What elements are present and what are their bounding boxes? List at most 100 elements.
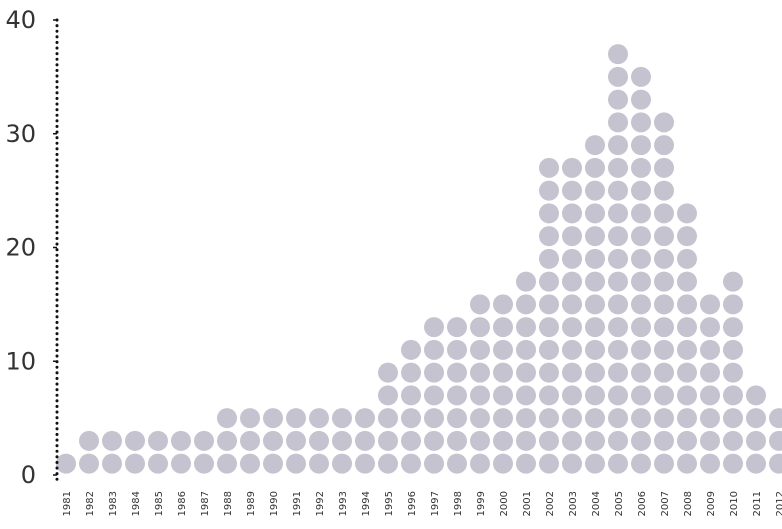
dot-2007-8 (654, 294, 674, 315)
dot-1996-3 (401, 408, 421, 429)
dot-2010-2 (723, 430, 743, 451)
dot-2003-10 (562, 248, 582, 269)
dot-column-1986 (171, 430, 191, 474)
dot-1989-1 (240, 453, 260, 474)
dot-column-1989 (240, 408, 260, 474)
dot-2010-8 (723, 294, 743, 315)
dot-1996-5 (401, 362, 421, 383)
dot-2012-1 (769, 453, 782, 474)
dot-1993-1 (332, 453, 352, 474)
dot-1989-2 (240, 430, 260, 451)
x-tick-label-1981: 1981 (62, 491, 73, 516)
dot-1988-3 (217, 408, 237, 429)
dot-column-2009 (700, 294, 720, 474)
x-tick-label-1989: 1989 (246, 491, 257, 516)
dot-2006-12 (631, 203, 651, 224)
dot-column-2008 (677, 203, 697, 474)
y-tick-label-10: 10 (5, 347, 36, 375)
dot-column-2002 (539, 157, 559, 474)
dot-2004-6 (585, 339, 605, 360)
dot-2004-13 (585, 180, 605, 201)
dot-2008-2 (677, 430, 697, 451)
dot-2009-3 (700, 408, 720, 429)
dot-2007-4 (654, 385, 674, 406)
x-tick-label-2000: 2000 (499, 491, 510, 516)
dot-2004-3 (585, 408, 605, 429)
x-tick-label-2004: 2004 (591, 491, 602, 516)
x-tick-label-1983: 1983 (108, 491, 119, 516)
dot-2007-12 (654, 203, 674, 224)
dot-2002-9 (539, 271, 559, 292)
dot-column-1998 (447, 317, 467, 474)
dot-2002-14 (539, 157, 559, 178)
dot-1996-6 (401, 339, 421, 360)
dot-2003-1 (562, 453, 582, 474)
x-tick-label-1991: 1991 (292, 491, 303, 516)
dot-2010-7 (723, 317, 743, 338)
dot-1996-1 (401, 453, 421, 474)
x-tick-label-2005: 2005 (614, 491, 625, 516)
dot-2003-4 (562, 385, 582, 406)
dot-column-2011 (746, 385, 766, 474)
dot-2008-5 (677, 362, 697, 383)
dot-1988-1 (217, 453, 237, 474)
x-tick-label-2009: 2009 (706, 491, 717, 516)
x-tick-label-2001: 2001 (522, 491, 533, 516)
dot-2000-3 (493, 408, 513, 429)
dot-1985-2 (148, 430, 168, 451)
dot-2007-14 (654, 157, 674, 178)
dot-column-1994 (355, 408, 375, 474)
dots-layer (56, 44, 782, 474)
dot-2003-2 (562, 430, 582, 451)
dot-2008-12 (677, 203, 697, 224)
dot-2006-1 (631, 453, 651, 474)
dot-1993-3 (332, 408, 352, 429)
dot-2000-7 (493, 317, 513, 338)
dot-2005-16 (608, 112, 628, 133)
dot-2004-12 (585, 203, 605, 224)
dot-1999-4 (470, 385, 490, 406)
dot-1984-1 (125, 453, 145, 474)
x-tick-label-1986: 1986 (177, 491, 188, 516)
dot-2007-5 (654, 362, 674, 383)
dot-2006-4 (631, 385, 651, 406)
y-tick-label-40: 40 (5, 6, 36, 34)
dot-1992-3 (309, 408, 329, 429)
dot-1997-2 (424, 430, 444, 451)
dot-2006-17 (631, 89, 651, 110)
dot-2012-3 (769, 408, 782, 429)
dot-2003-8 (562, 294, 582, 315)
dot-2007-16 (654, 112, 674, 133)
dot-2007-6 (654, 339, 674, 360)
dot-2006-6 (631, 339, 651, 360)
dot-1986-2 (171, 430, 191, 451)
dot-2004-8 (585, 294, 605, 315)
dot-1993-2 (332, 430, 352, 451)
dot-2008-11 (677, 226, 697, 247)
dot-2000-1 (493, 453, 513, 474)
dot-1992-2 (309, 430, 329, 451)
dot-2002-6 (539, 339, 559, 360)
dot-1983-1 (102, 453, 122, 474)
dot-2002-11 (539, 226, 559, 247)
dot-1995-5 (378, 362, 398, 383)
dot-2002-10 (539, 248, 559, 269)
dot-2005-8 (608, 294, 628, 315)
dot-2007-10 (654, 248, 674, 269)
y-axis (53, 18, 59, 486)
dot-2003-3 (562, 408, 582, 429)
dot-1996-4 (401, 385, 421, 406)
y-tick-labels: 0 10 20 30 40 (5, 6, 36, 489)
dot-1991-1 (286, 453, 306, 474)
dot-column-1991 (286, 408, 306, 474)
dot-2012-2 (769, 430, 782, 451)
dot-1996-2 (401, 430, 421, 451)
dot-2004-11 (585, 226, 605, 247)
dot-2004-14 (585, 157, 605, 178)
dot-column-2001 (516, 271, 536, 474)
dot-1998-1 (447, 453, 467, 474)
dot-2005-18 (608, 66, 628, 87)
dot-2008-6 (677, 339, 697, 360)
dot-2005-4 (608, 385, 628, 406)
dot-2005-10 (608, 248, 628, 269)
